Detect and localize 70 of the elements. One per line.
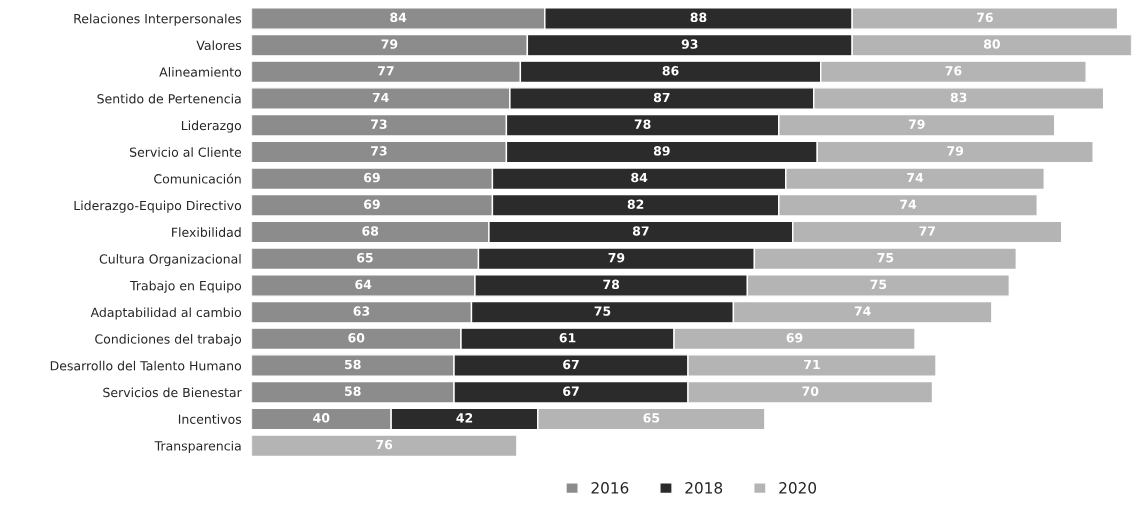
data-label: 60: [348, 333, 365, 343]
data-label: 63: [353, 306, 370, 316]
data-label: 87: [653, 92, 670, 103]
y-tick-label: Trabajo en Equipo: [130, 280, 242, 293]
data-label: 76: [977, 12, 993, 23]
data-label: 76: [945, 66, 962, 76]
y-tick-label: Adaptabilidad al cambio: [90, 307, 242, 320]
data-label: 42: [456, 413, 473, 423]
data-label: 79: [608, 252, 625, 263]
data-label: 74: [900, 199, 917, 209]
legend-label: 2020: [779, 482, 817, 494]
y-tick-label: Liderazgo-Equipo Directivo: [74, 200, 242, 213]
data-label: 80: [983, 39, 1000, 49]
data-label: 40: [313, 413, 330, 423]
data-label: 73: [371, 146, 387, 156]
data-label: 73: [371, 119, 387, 129]
y-tick-label: Servicio al Cliente: [129, 147, 242, 157]
y-tick-label: Liderazgo: [181, 120, 242, 133]
data-label: 83: [950, 92, 967, 103]
data-label: 86: [662, 66, 679, 76]
data-label: 75: [870, 279, 887, 290]
y-tick-label: Incentivos: [178, 414, 242, 424]
data-label: 69: [786, 333, 803, 343]
data-label: 58: [345, 359, 361, 370]
data-label: 79: [947, 146, 964, 156]
data-label: 77: [919, 226, 935, 236]
data-label: 70: [802, 386, 819, 396]
data-label: 71: [804, 359, 820, 369]
data-label: 89: [653, 146, 670, 156]
data-label: 69: [364, 172, 380, 183]
data-label: 78: [634, 119, 651, 129]
y-tick-label: Alineamiento: [159, 67, 242, 77]
data-label: 87: [632, 226, 649, 236]
data-label: 58: [345, 386, 361, 396]
y-tick-label: Servicios de Bienestar: [103, 387, 242, 398]
data-label: 93: [681, 39, 698, 49]
y-tick-label: Cultura Organizacional: [99, 254, 241, 267]
data-label: 74: [372, 92, 389, 102]
data-label: 67: [563, 386, 579, 396]
data-label: 74: [907, 172, 924, 183]
data-label: 79: [908, 119, 925, 129]
data-label: 75: [594, 306, 611, 316]
legend-label: 2016: [591, 482, 629, 494]
data-label: 64: [355, 279, 372, 290]
data-label: 78: [603, 279, 620, 290]
data-label: 61: [559, 333, 576, 343]
data-label: 74: [854, 306, 871, 316]
data-label: 69: [364, 199, 380, 209]
legend-label: 2018: [685, 482, 723, 494]
data-label: 84: [631, 172, 648, 183]
data-label: 82: [627, 199, 644, 209]
data-label: 75: [877, 253, 894, 263]
y-tick-label: Comunicación: [154, 173, 241, 184]
data-label: 65: [357, 252, 373, 263]
y-tick-label: Flexibilidad: [172, 227, 241, 237]
data-label: 65: [643, 413, 660, 423]
y-tick-label: Sentido de Pertenencia: [97, 93, 241, 104]
y-tick-label: Desarrollo del Talento Humano: [50, 360, 242, 371]
y-tick-label: Transparencia: [154, 440, 241, 453]
y-tick-label: Condiciones del trabajo: [95, 334, 242, 347]
data-label: 79: [381, 39, 398, 49]
y-tick-label: Valores: [196, 40, 242, 51]
y-tick-label: Relaciones Interpersonales: [74, 13, 242, 26]
data-label: 76: [376, 439, 393, 450]
data-label: 67: [563, 359, 579, 370]
data-label: 84: [390, 12, 407, 23]
data-label: 68: [362, 226, 379, 236]
data-label: 77: [378, 66, 394, 76]
bar: [251, 434, 518, 458]
data-label: 88: [690, 12, 707, 23]
